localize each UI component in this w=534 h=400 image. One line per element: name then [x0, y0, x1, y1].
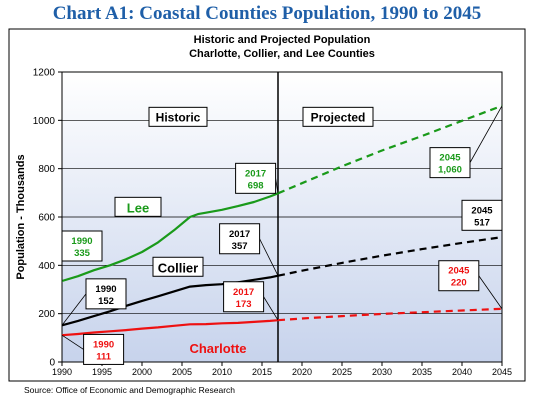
chart-subtitle: Charlotte, Collier, and Lee Counties: [189, 48, 375, 60]
x-tick-label: 2000: [132, 367, 152, 377]
callout-box: [85, 278, 127, 310]
callout-year: 2017: [245, 168, 266, 179]
y-tick-label: 1000: [33, 116, 56, 127]
x-tick-label: 2035: [412, 367, 432, 377]
series-line-collier-projected: [277, 236, 503, 277]
series-line-lee-projected: [277, 104, 503, 195]
callout-leader: [61, 334, 84, 350]
callout-value: 152: [98, 296, 114, 307]
y-tick-label: 400: [38, 261, 55, 272]
callout-leader: [259, 238, 279, 276]
callout-year: 2017: [233, 287, 254, 298]
source-note: Source: Office of Economic and Demograph…: [24, 385, 236, 395]
series-name-charlotte: Charlotte: [189, 341, 246, 356]
x-tick-label: 2045: [492, 367, 512, 377]
callout-box: [461, 199, 503, 231]
y-tick-label: 0: [49, 358, 55, 369]
series-line-collier-historic: [61, 274, 279, 327]
series-name-box: [152, 256, 204, 277]
callout-value: 1,060: [438, 165, 462, 176]
callout-leader: [478, 275, 503, 310]
y-tick-label: 600: [38, 213, 55, 224]
x-tick-label: 2020: [292, 367, 312, 377]
y-tick-label: 1200: [33, 68, 56, 79]
x-tick-label: 2015: [252, 367, 272, 377]
callout-box: [438, 260, 480, 292]
callout-value: 173: [236, 299, 252, 310]
callout-year: 2045: [448, 266, 470, 277]
chart: Historic and Projected Population Charlo…: [8, 28, 526, 382]
y-tick-label: 200: [38, 309, 55, 320]
callout-year: 1990: [93, 339, 114, 350]
y-tick-label: 800: [38, 164, 55, 175]
x-tick-label: 2040: [452, 367, 472, 377]
y-axis-label: Population - Thousands: [15, 154, 27, 279]
callout-box: [223, 281, 265, 313]
callout-leader: [469, 105, 503, 163]
series-line-lee-historic: [61, 192, 279, 283]
series-line-charlotte-historic: [61, 319, 279, 337]
chart-title: Historic and Projected Population: [194, 34, 371, 46]
series-name-lee: Lee: [127, 200, 149, 215]
x-tick-label: 1995: [92, 367, 112, 377]
callout-value: 220: [451, 278, 467, 289]
callout-value: 111: [96, 351, 112, 362]
page-title: Chart A1: Coastal Counties Population, 1…: [52, 3, 482, 24]
x-tick-label: 2025: [332, 367, 352, 377]
callout-year: 1990: [95, 284, 116, 295]
callout-value: 698: [248, 180, 264, 191]
series-name-box: [114, 196, 162, 217]
callout-year: 2017: [229, 229, 250, 240]
x-tick-label: 2010: [212, 367, 232, 377]
callout-value: 517: [474, 217, 490, 228]
callout-box: [429, 147, 471, 179]
callout-leader: [61, 293, 87, 326]
x-tick-label: 1990: [52, 367, 72, 377]
callout-leader: [263, 296, 279, 321]
callout-value: 357: [232, 241, 248, 252]
period-box: [302, 106, 374, 127]
series-line-charlotte-projected: [277, 307, 503, 322]
callout-year: 2045: [439, 153, 461, 164]
callout-year: 1990: [71, 236, 92, 247]
callout-year: 2045: [471, 205, 493, 216]
historic-label: Historic: [156, 110, 201, 124]
period-box: [148, 106, 208, 127]
projected-label: Projected: [311, 110, 366, 124]
callout-box: [219, 223, 261, 255]
callout-box: [235, 162, 277, 194]
callout-box: [61, 230, 103, 262]
callout-box: [83, 333, 125, 365]
x-tick-label: 2005: [172, 367, 192, 377]
series-name-collier: Collier: [158, 260, 198, 275]
x-tick-label: 2030: [372, 367, 392, 377]
callout-value: 335: [74, 248, 91, 259]
